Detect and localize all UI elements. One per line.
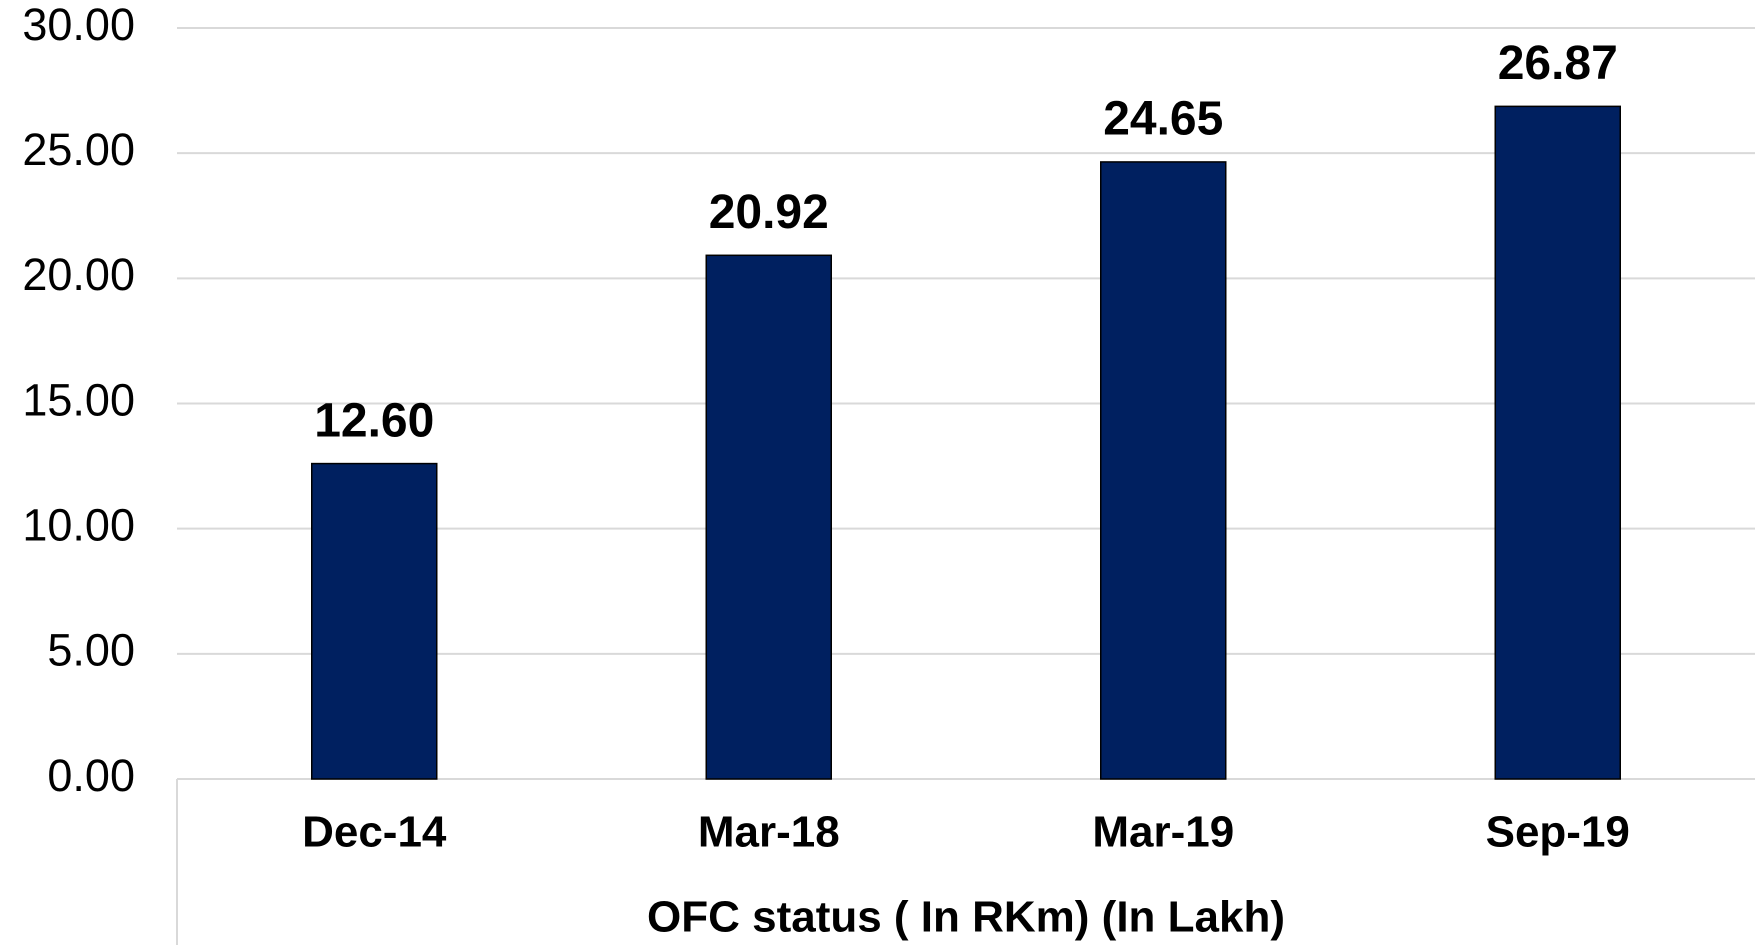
data-label: 24.65 xyxy=(1103,93,1223,146)
y-tick-label: 30.00 xyxy=(22,0,135,50)
bar xyxy=(1494,105,1621,780)
x-axis-title: OFC status ( In RKm) (In Lakh) xyxy=(647,893,1285,942)
bar xyxy=(1100,161,1227,780)
y-tick-label: 15.00 xyxy=(22,374,135,425)
data-label: 12.60 xyxy=(314,394,434,447)
x-tick-label: Mar-18 xyxy=(698,808,840,857)
y-tick-label: 20.00 xyxy=(22,249,135,300)
bar xyxy=(705,254,832,780)
data-label: 20.92 xyxy=(709,186,829,239)
x-tick-label: Dec-14 xyxy=(302,808,447,857)
y-tick-label: 10.00 xyxy=(22,500,135,551)
bar xyxy=(311,462,438,780)
x-tick-label: Sep-19 xyxy=(1486,808,1630,857)
y-tick-label: 0.00 xyxy=(47,750,135,801)
y-tick-label: 5.00 xyxy=(47,625,135,676)
x-tick-label: Mar-19 xyxy=(1092,808,1234,857)
y-tick-label: 25.00 xyxy=(22,124,135,175)
data-label: 26.87 xyxy=(1498,37,1618,90)
